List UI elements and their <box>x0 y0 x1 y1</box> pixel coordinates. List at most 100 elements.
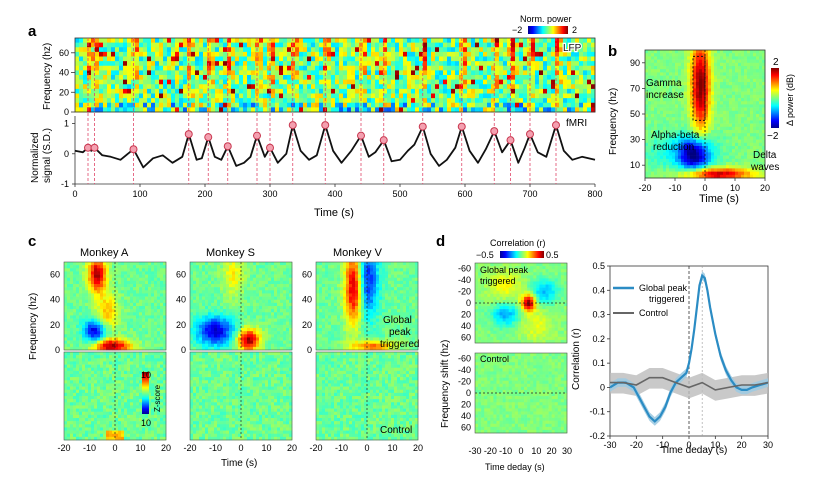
heatmap-cell <box>756 133 760 137</box>
spectrogram-cell <box>459 79 464 85</box>
heatmap-cell <box>64 386 68 391</box>
heatmap-cell <box>154 262 158 266</box>
heatmap-cell <box>654 59 658 64</box>
heatmap-cell <box>762 91 766 96</box>
spectrogram-cell <box>179 61 184 67</box>
heatmap-cell <box>654 174 658 179</box>
spectrogram-cell <box>547 107 552 113</box>
heatmap-cell <box>759 85 763 89</box>
heatmap-cell <box>73 361 77 365</box>
spectrogram-cell <box>215 70 220 76</box>
spectrogram-cell <box>223 51 228 57</box>
heatmap-cell <box>693 142 697 147</box>
heatmap-cell <box>750 94 754 99</box>
heatmap-cell <box>64 421 68 425</box>
spectrogram-cell <box>159 47 164 53</box>
heatmap-cell <box>154 271 158 275</box>
spectrogram-cell <box>531 93 536 99</box>
heatmap-cell <box>88 361 92 365</box>
heatmap-cell <box>651 104 655 108</box>
heatmap-cell <box>67 436 71 441</box>
heatmap-cell <box>726 158 730 163</box>
spectrogram-cell <box>279 93 284 99</box>
spectrogram-cell <box>299 93 304 99</box>
spectrogram-cell <box>535 102 540 108</box>
heatmap-cell <box>139 324 143 329</box>
heatmap-cell <box>70 331 74 335</box>
heatmap-cell <box>747 62 751 67</box>
heatmap-cell <box>651 152 655 156</box>
heatmap-cell <box>705 69 709 73</box>
spectrogram-cell <box>147 102 152 108</box>
heatmap-cell <box>79 380 83 384</box>
spectrogram-cell <box>347 93 352 99</box>
spectrogram-cell <box>247 56 252 62</box>
spectrogram-cell <box>407 102 412 108</box>
heatmap-cell <box>750 69 754 73</box>
heatmap-cell <box>67 414 71 419</box>
heatmap-cell <box>684 59 688 64</box>
spectrogram-cell <box>279 75 284 81</box>
heatmap-cell <box>85 392 89 397</box>
heatmap-cell <box>666 136 670 140</box>
spectrogram-cell <box>139 75 144 81</box>
spectrogram-cell <box>199 47 204 53</box>
heatmap-cell <box>160 271 164 275</box>
spectrogram-cell <box>403 51 408 57</box>
spectrogram-cell <box>327 38 332 44</box>
spectrogram-cell <box>411 84 416 90</box>
spectrogram-cell <box>183 107 188 113</box>
heatmap-cell <box>741 149 745 153</box>
heatmap-cell <box>747 101 751 105</box>
heatmap-cell <box>756 152 760 156</box>
spectrogram-cell <box>471 70 476 76</box>
spectrogram-cell <box>495 61 500 67</box>
spectrogram-cell <box>503 102 508 108</box>
heatmap-cell <box>750 149 754 153</box>
heatmap-cell <box>759 117 763 121</box>
heatmap-cell <box>729 171 733 176</box>
spectrogram-cell <box>287 93 292 99</box>
heatmap-cell <box>648 78 652 83</box>
spectrogram-cell <box>175 42 180 48</box>
heatmap-cell <box>97 321 101 326</box>
heatmap-cell <box>663 94 667 99</box>
spectrogram-cell <box>343 75 348 81</box>
spectrogram-cell <box>575 42 580 48</box>
heatmap-cell <box>127 296 131 301</box>
spectrogram-cell <box>275 47 280 53</box>
heatmap-cell <box>759 120 763 124</box>
heatmap-cell <box>145 299 149 304</box>
heatmap-cell <box>735 142 739 147</box>
heatmap-cell <box>714 50 718 54</box>
heatmap-cell <box>85 352 89 356</box>
spectrogram-cell <box>183 75 188 81</box>
heatmap-cell <box>678 149 682 153</box>
spectrogram-cell <box>219 88 224 94</box>
spectrogram-cell <box>299 61 304 67</box>
heatmap-cell <box>675 130 679 134</box>
spectrogram-cell <box>95 79 100 85</box>
heatmap-cell <box>103 299 107 304</box>
heatmap-cell <box>133 293 137 297</box>
spectrogram-cell <box>139 107 144 113</box>
heatmap-cell <box>645 126 649 131</box>
spectrogram-cell <box>451 56 456 62</box>
heatmap-cell <box>163 337 167 341</box>
heatmap-cell <box>160 318 164 323</box>
heatmap-cell <box>741 82 745 86</box>
heatmap-cell <box>142 343 146 348</box>
heatmap-cell <box>64 414 68 419</box>
spectrogram-cell <box>363 88 368 94</box>
heatmap-cell <box>699 69 703 73</box>
heatmap-cell <box>699 171 703 176</box>
spectrogram-cell <box>147 107 152 113</box>
heatmap-cell <box>672 165 676 169</box>
spectrogram-cell <box>147 84 152 90</box>
spectrogram-cell <box>487 38 492 44</box>
heatmap-cell <box>112 271 116 275</box>
heatmap-cell <box>705 162 709 166</box>
spectrogram-cell <box>327 75 332 81</box>
spectrogram-cell <box>219 65 224 71</box>
